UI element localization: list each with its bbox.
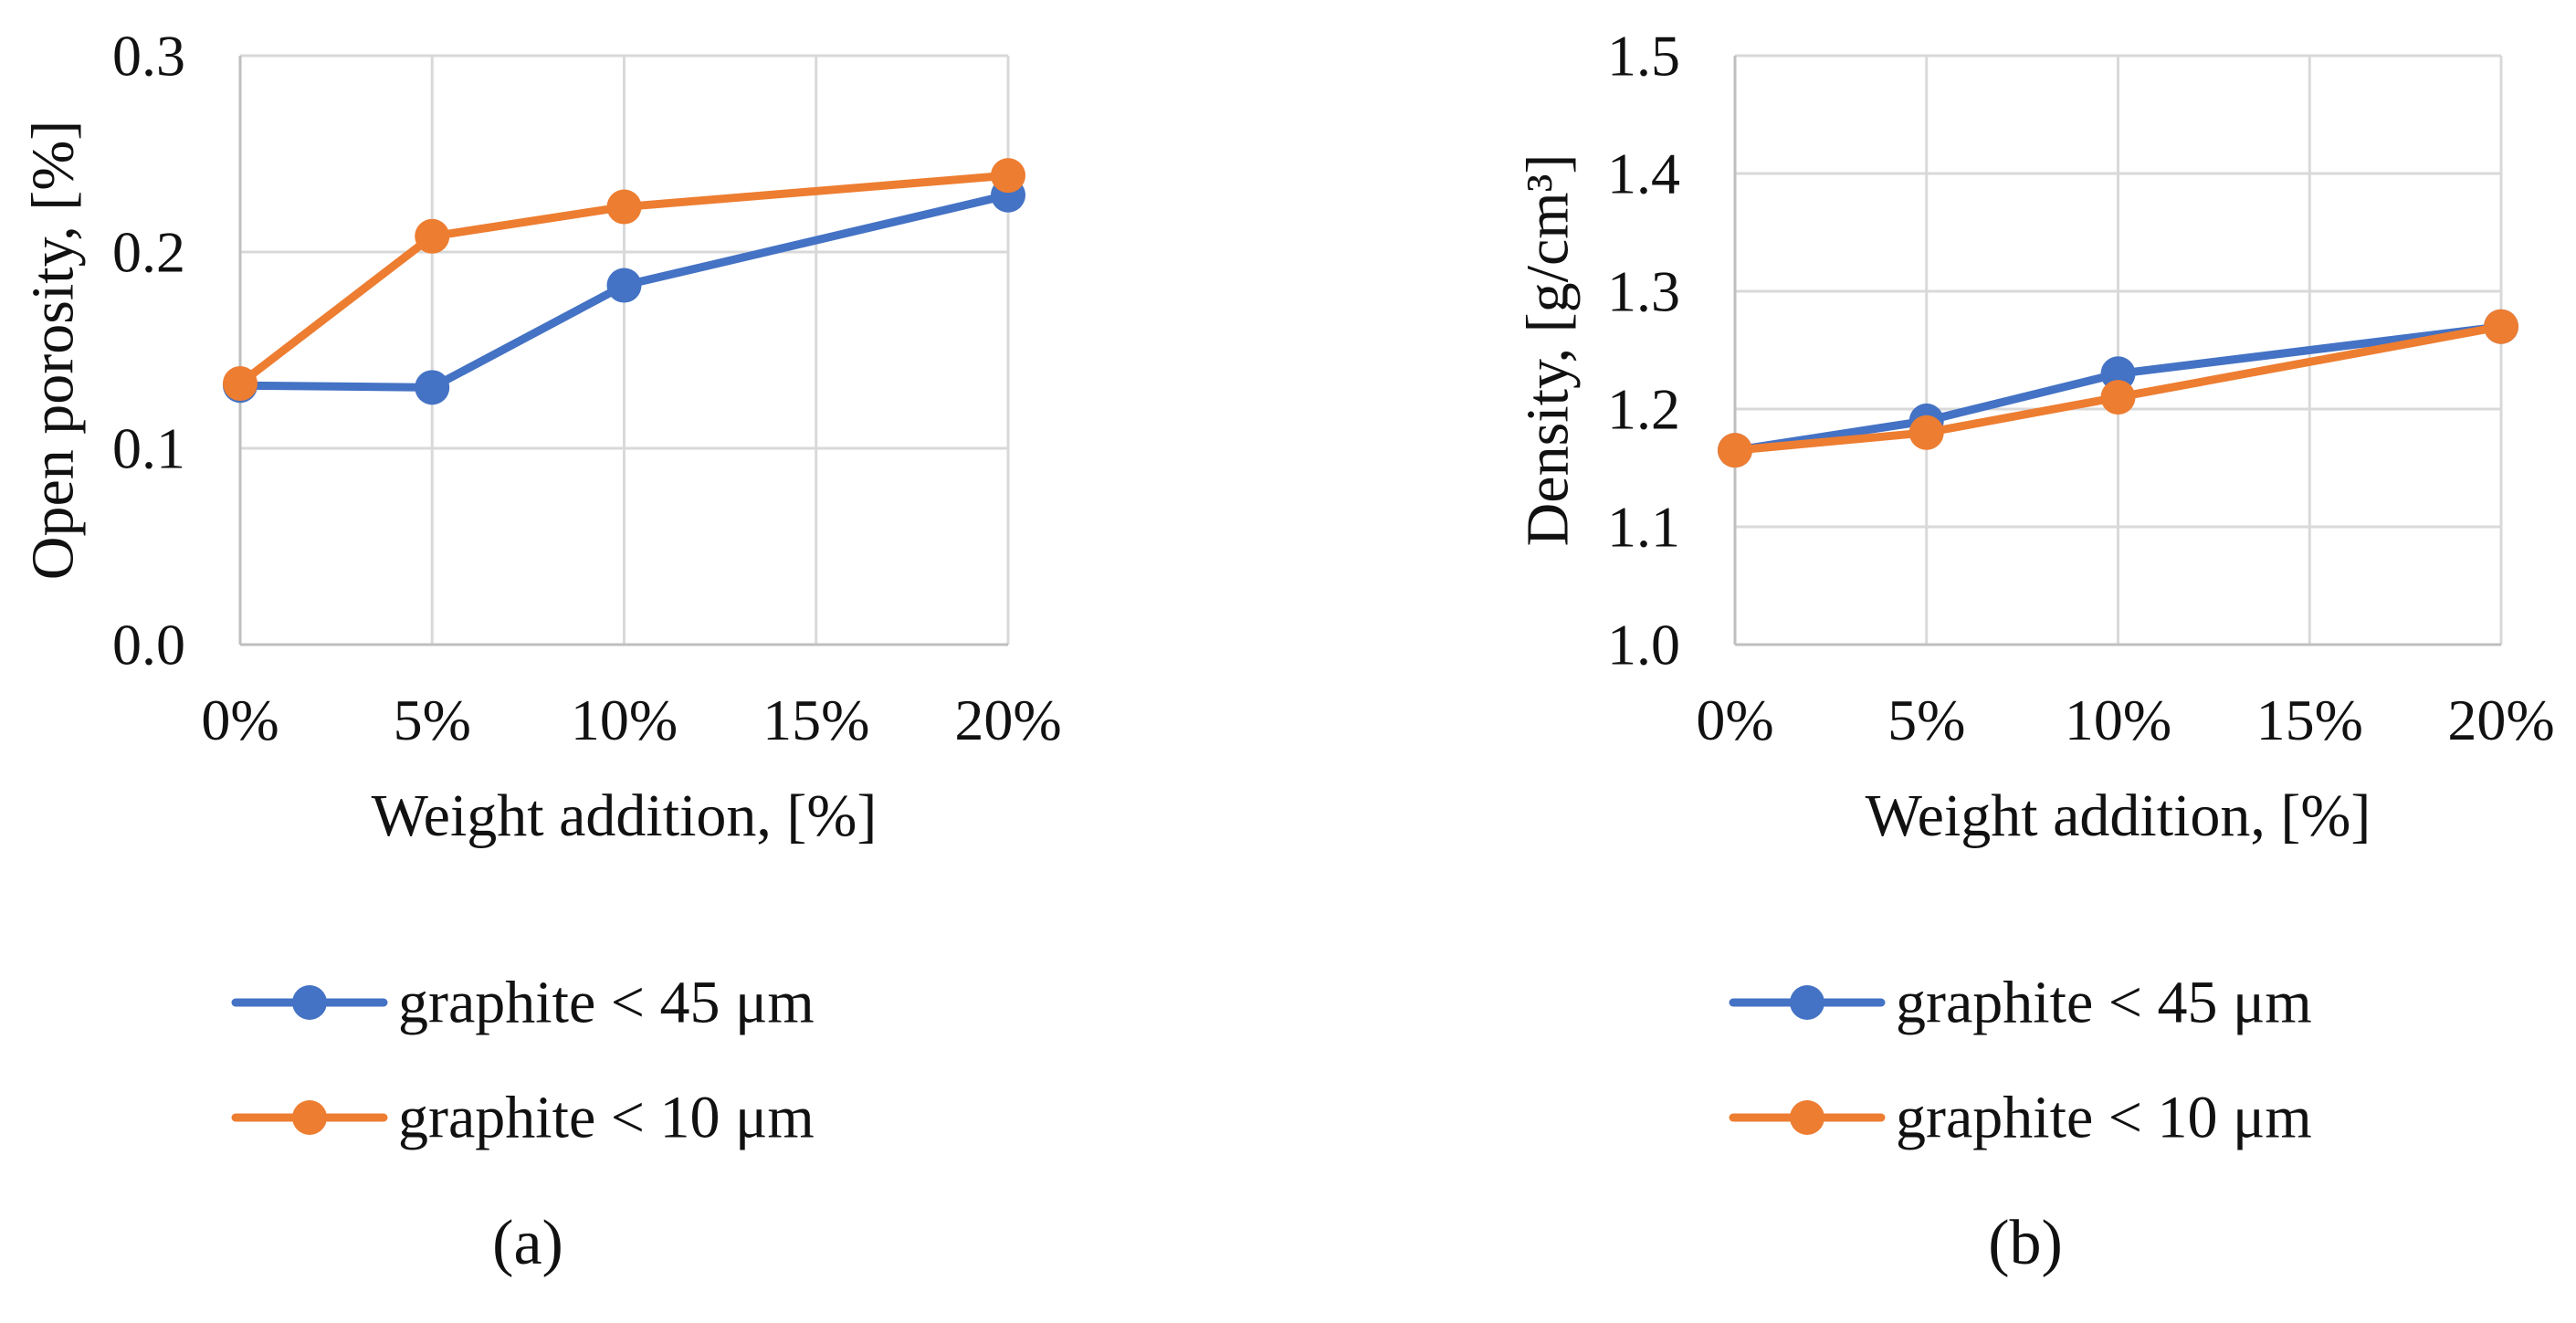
chart-panel-a: 0.0 0.1 0.2 0.3 0% 5% 10% 15% 20% Weight addition… [20,24,1062,1279]
y-tick-label: 1.4 [1607,142,1680,206]
legend-label: graphite < 10 μm [1896,1085,2312,1151]
y-tick-label: 1.1 [1607,495,1680,560]
y-axis-title: Density, [g/cm³] [1515,154,1582,547]
y-tick-label: 0.2 [112,220,185,285]
data-point [415,370,450,405]
data-point [415,218,450,254]
data-point [606,268,642,303]
data-point [606,189,642,225]
legend-item: graphite < 10 μm [231,1085,815,1151]
x-tick-label: 5% [1887,688,1965,752]
y-tick-label: 0.3 [112,24,185,89]
data-point [2484,309,2518,344]
series-2 [223,158,1025,402]
data-point [2100,380,2136,415]
x-tick-label: 15% [762,688,869,752]
y-tick-label: 1.5 [1607,24,1680,89]
x-tick-label: 10% [571,688,678,752]
y-tick-label: 1.0 [1607,613,1680,677]
x-tick-label: 20% [954,688,1061,752]
x-tick-label: 20% [2447,688,2554,752]
legend-swatch-marker [1790,1100,1824,1135]
y-tick-label: 0.0 [112,613,185,677]
x-axis-title: Weight addition, [%] [372,782,878,849]
legend-label: graphite < 45 μm [398,970,815,1036]
x-tick-label: 0% [201,688,279,752]
y-tick-label: 1.2 [1607,377,1680,442]
legend-swatch-marker [292,985,327,1020]
series-line [236,191,1013,392]
x-tick-label: 10% [2065,688,2171,752]
x-tick-label: 15% [2256,688,2363,752]
legend-label: graphite < 45 μm [1896,970,2312,1036]
y-axis-title: Open porosity, [%] [20,121,87,580]
series-2 [1718,309,2518,468]
data-point [1718,433,1752,468]
series-line [1730,322,2506,455]
legend-item: graphite < 45 μm [231,970,815,1036]
legend-item: graphite < 45 μm [1729,970,2312,1036]
series-line [1730,322,2506,455]
y-tick-label: 1.3 [1607,259,1680,324]
legend-label: graphite < 10 μm [398,1085,815,1151]
legend-swatch-marker [292,1100,327,1135]
data-point [223,366,258,402]
x-tick-label: 0% [1696,688,1773,752]
data-point [991,158,1025,194]
legend-swatch-marker [1790,985,1824,1020]
chart-panel-b: 1.0 1.1 1.2 1.3 1.4 1.5 0% 5% 10% 15% 20% Weight ad… [1515,24,2555,1279]
y-tick-label: 0.1 [112,416,185,481]
panel-label: (b) [1988,1208,2063,1278]
series-line [236,171,1013,388]
data-point [1908,415,1944,450]
legend-item: graphite < 10 μm [1729,1085,2312,1151]
x-tick-label: 5% [394,688,471,752]
panel-label: (a) [492,1208,563,1278]
x-axis-title: Weight addition, [%] [1866,782,2371,849]
